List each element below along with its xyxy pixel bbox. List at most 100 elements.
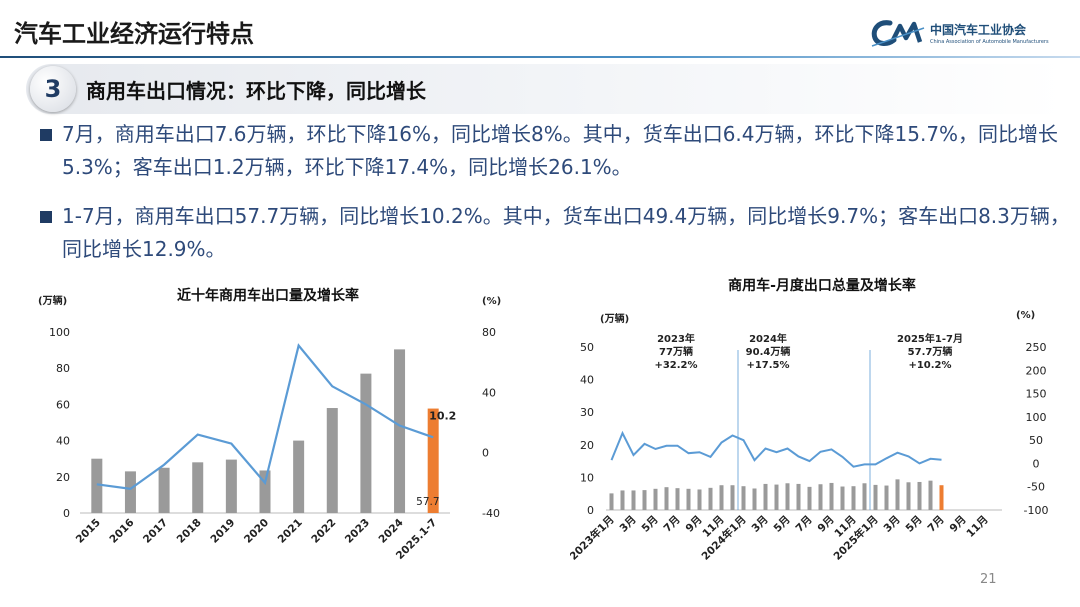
chart-title: 近十年商用车出口量及增长率 — [177, 287, 359, 304]
annotation-growth: +32.2% — [654, 360, 697, 371]
bar — [719, 485, 724, 510]
x-tick-label: 3月 — [882, 514, 903, 535]
y-tick-label: 100 — [49, 326, 70, 339]
x-tick-label: 5月 — [640, 514, 661, 535]
y-axis-unit-label: (万辆) — [38, 294, 67, 307]
y-tick-label: 40 — [56, 435, 70, 448]
bar — [708, 487, 713, 510]
bar — [259, 470, 271, 513]
bar — [360, 373, 372, 513]
bar — [192, 462, 204, 513]
bar — [906, 482, 911, 510]
header-divider — [0, 56, 1080, 58]
annotation-growth: +10.2% — [908, 360, 951, 371]
y-tick-label: 20 — [56, 471, 70, 484]
x-tick-label: 2015 — [74, 517, 103, 546]
annotation-year: 2025年1-7月 — [897, 332, 963, 345]
x-tick-label: 5月 — [904, 514, 925, 535]
caam-logo: 中国汽车工业协会 China Association of Automobile… — [870, 16, 1070, 54]
bar — [158, 467, 170, 513]
logo-text-cn: 中国汽车工业协会 — [930, 23, 1027, 37]
bar — [873, 484, 878, 510]
bar — [862, 483, 867, 510]
x-tick-label: 2024 — [377, 517, 406, 546]
bar — [91, 458, 103, 513]
bar — [785, 483, 790, 510]
x-tick-label: 3月 — [750, 514, 771, 535]
annotation-volume: 57.7万辆 — [908, 345, 953, 358]
bar — [796, 483, 801, 510]
bar — [642, 490, 647, 510]
annotation-volume: 90.4万辆 — [746, 345, 791, 358]
y-tick-label: 20 — [580, 439, 594, 452]
bar — [620, 490, 625, 510]
y-tick-label: 40 — [580, 374, 594, 387]
y2-tick-label: -100 — [1024, 504, 1049, 517]
bar — [807, 486, 812, 510]
annotation-year: 2023年 — [657, 332, 695, 345]
bar — [631, 490, 636, 510]
x-tick-label: 2021 — [276, 517, 305, 546]
x-tick-label: 3月 — [618, 514, 639, 535]
y2-tick-label: 250 — [1026, 341, 1047, 354]
bullet-text: 1-7月，商用车出口57.7万辆，同比增长10.2%。其中，货车出口49.4万辆… — [62, 204, 1070, 261]
bar — [840, 486, 845, 510]
data-label-growth: 10.2 — [429, 409, 456, 422]
x-tick-label: 2017 — [141, 517, 170, 546]
x-tick-label: 2022 — [309, 517, 338, 546]
annual-export-chart-svg: 近十年商用车出口量及增长率 (万辆) (%) 0 20 40 60 80 100 -40 0 40 80… — [38, 287, 501, 562]
bullet-text: 7月，商用车出口7.6万辆，环比下降16%，同比增长8%。其中，货车出口6.4万… — [62, 122, 1059, 179]
bar — [225, 459, 237, 513]
bar — [293, 440, 305, 513]
y2-tick-label: 100 — [1026, 411, 1047, 424]
annual-export-chart: 近十年商用车出口量及增长率 (万辆) (%) 0 20 40 60 80 100 -40 0 40 80… — [30, 280, 530, 600]
bar — [917, 481, 922, 510]
bar-highlight — [939, 485, 944, 510]
x-tick-label: 7月 — [794, 514, 815, 535]
bar — [741, 486, 746, 510]
growth-rate-line — [610, 430, 942, 468]
bar — [928, 480, 933, 510]
x-tick-label: 5月 — [772, 514, 793, 535]
y2-tick-label: -40 — [482, 507, 500, 520]
x-tick-label: 7月 — [662, 514, 683, 535]
section-number: 3 — [30, 66, 76, 112]
section-title: 商用车出口情况：环比下降，同比增长 — [86, 79, 426, 103]
y2-tick-label: 200 — [1026, 364, 1047, 377]
bullet-square-icon — [40, 211, 52, 223]
y-tick-label: 30 — [580, 406, 594, 419]
y2-axis-unit-label: (%) — [1016, 310, 1035, 321]
y-tick-label: 0 — [587, 504, 594, 517]
annotation-volume: 77万辆 — [659, 345, 693, 358]
x-tick-label: 2016 — [107, 517, 136, 546]
bar — [653, 488, 658, 510]
chart-title: 商用车-月度出口总量及增长率 — [728, 277, 916, 294]
y-tick-label: 60 — [56, 398, 70, 411]
y2-tick-label: 150 — [1026, 388, 1047, 401]
x-tick-label: 11月 — [964, 514, 990, 540]
x-tick-label: 2023年1月 — [570, 513, 617, 563]
bar — [730, 485, 735, 510]
annotation-year: 2024年 — [749, 332, 787, 345]
bar — [763, 483, 768, 510]
page-number: 21 — [980, 572, 997, 587]
bar — [394, 349, 406, 513]
y2-tick-label: 0 — [482, 447, 489, 460]
caam-logo-icon — [871, 20, 925, 47]
bullet-july: 7月，商用车出口7.6万辆，环比下降16%，同比增长8%。其中，货车出口6.4万… — [40, 118, 1060, 188]
x-tick-label: 7月 — [926, 514, 947, 535]
bar — [851, 486, 856, 510]
bar — [752, 488, 757, 510]
y2-tick-label: -50 — [1027, 481, 1045, 494]
y2-tick-label: 50 — [1029, 434, 1043, 447]
bar-highlight — [427, 408, 439, 513]
slide-header: 汽车工业经济运行特点 中国汽车工业协会 China Association of… — [0, 0, 1080, 62]
bar — [326, 408, 338, 513]
data-label-volume: 57.7 — [416, 496, 439, 508]
y2-axis-unit-label: (%) — [482, 296, 501, 307]
monthly-export-chart-svg: 商用车-月度出口总量及增长率 (万辆) (%) 0 10 20 30 40 50 -100 -50 0… — [567, 277, 1049, 563]
bar — [774, 484, 779, 510]
x-tick-label: 2023 — [343, 517, 372, 546]
y2-tick-label: 80 — [482, 326, 496, 339]
slide-title: 汽车工业经济运行特点 — [14, 20, 254, 48]
